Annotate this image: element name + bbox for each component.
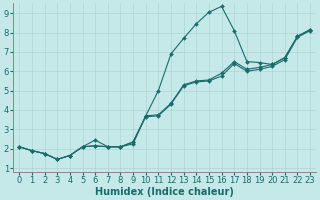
X-axis label: Humidex (Indice chaleur): Humidex (Indice chaleur) [95, 187, 234, 197]
